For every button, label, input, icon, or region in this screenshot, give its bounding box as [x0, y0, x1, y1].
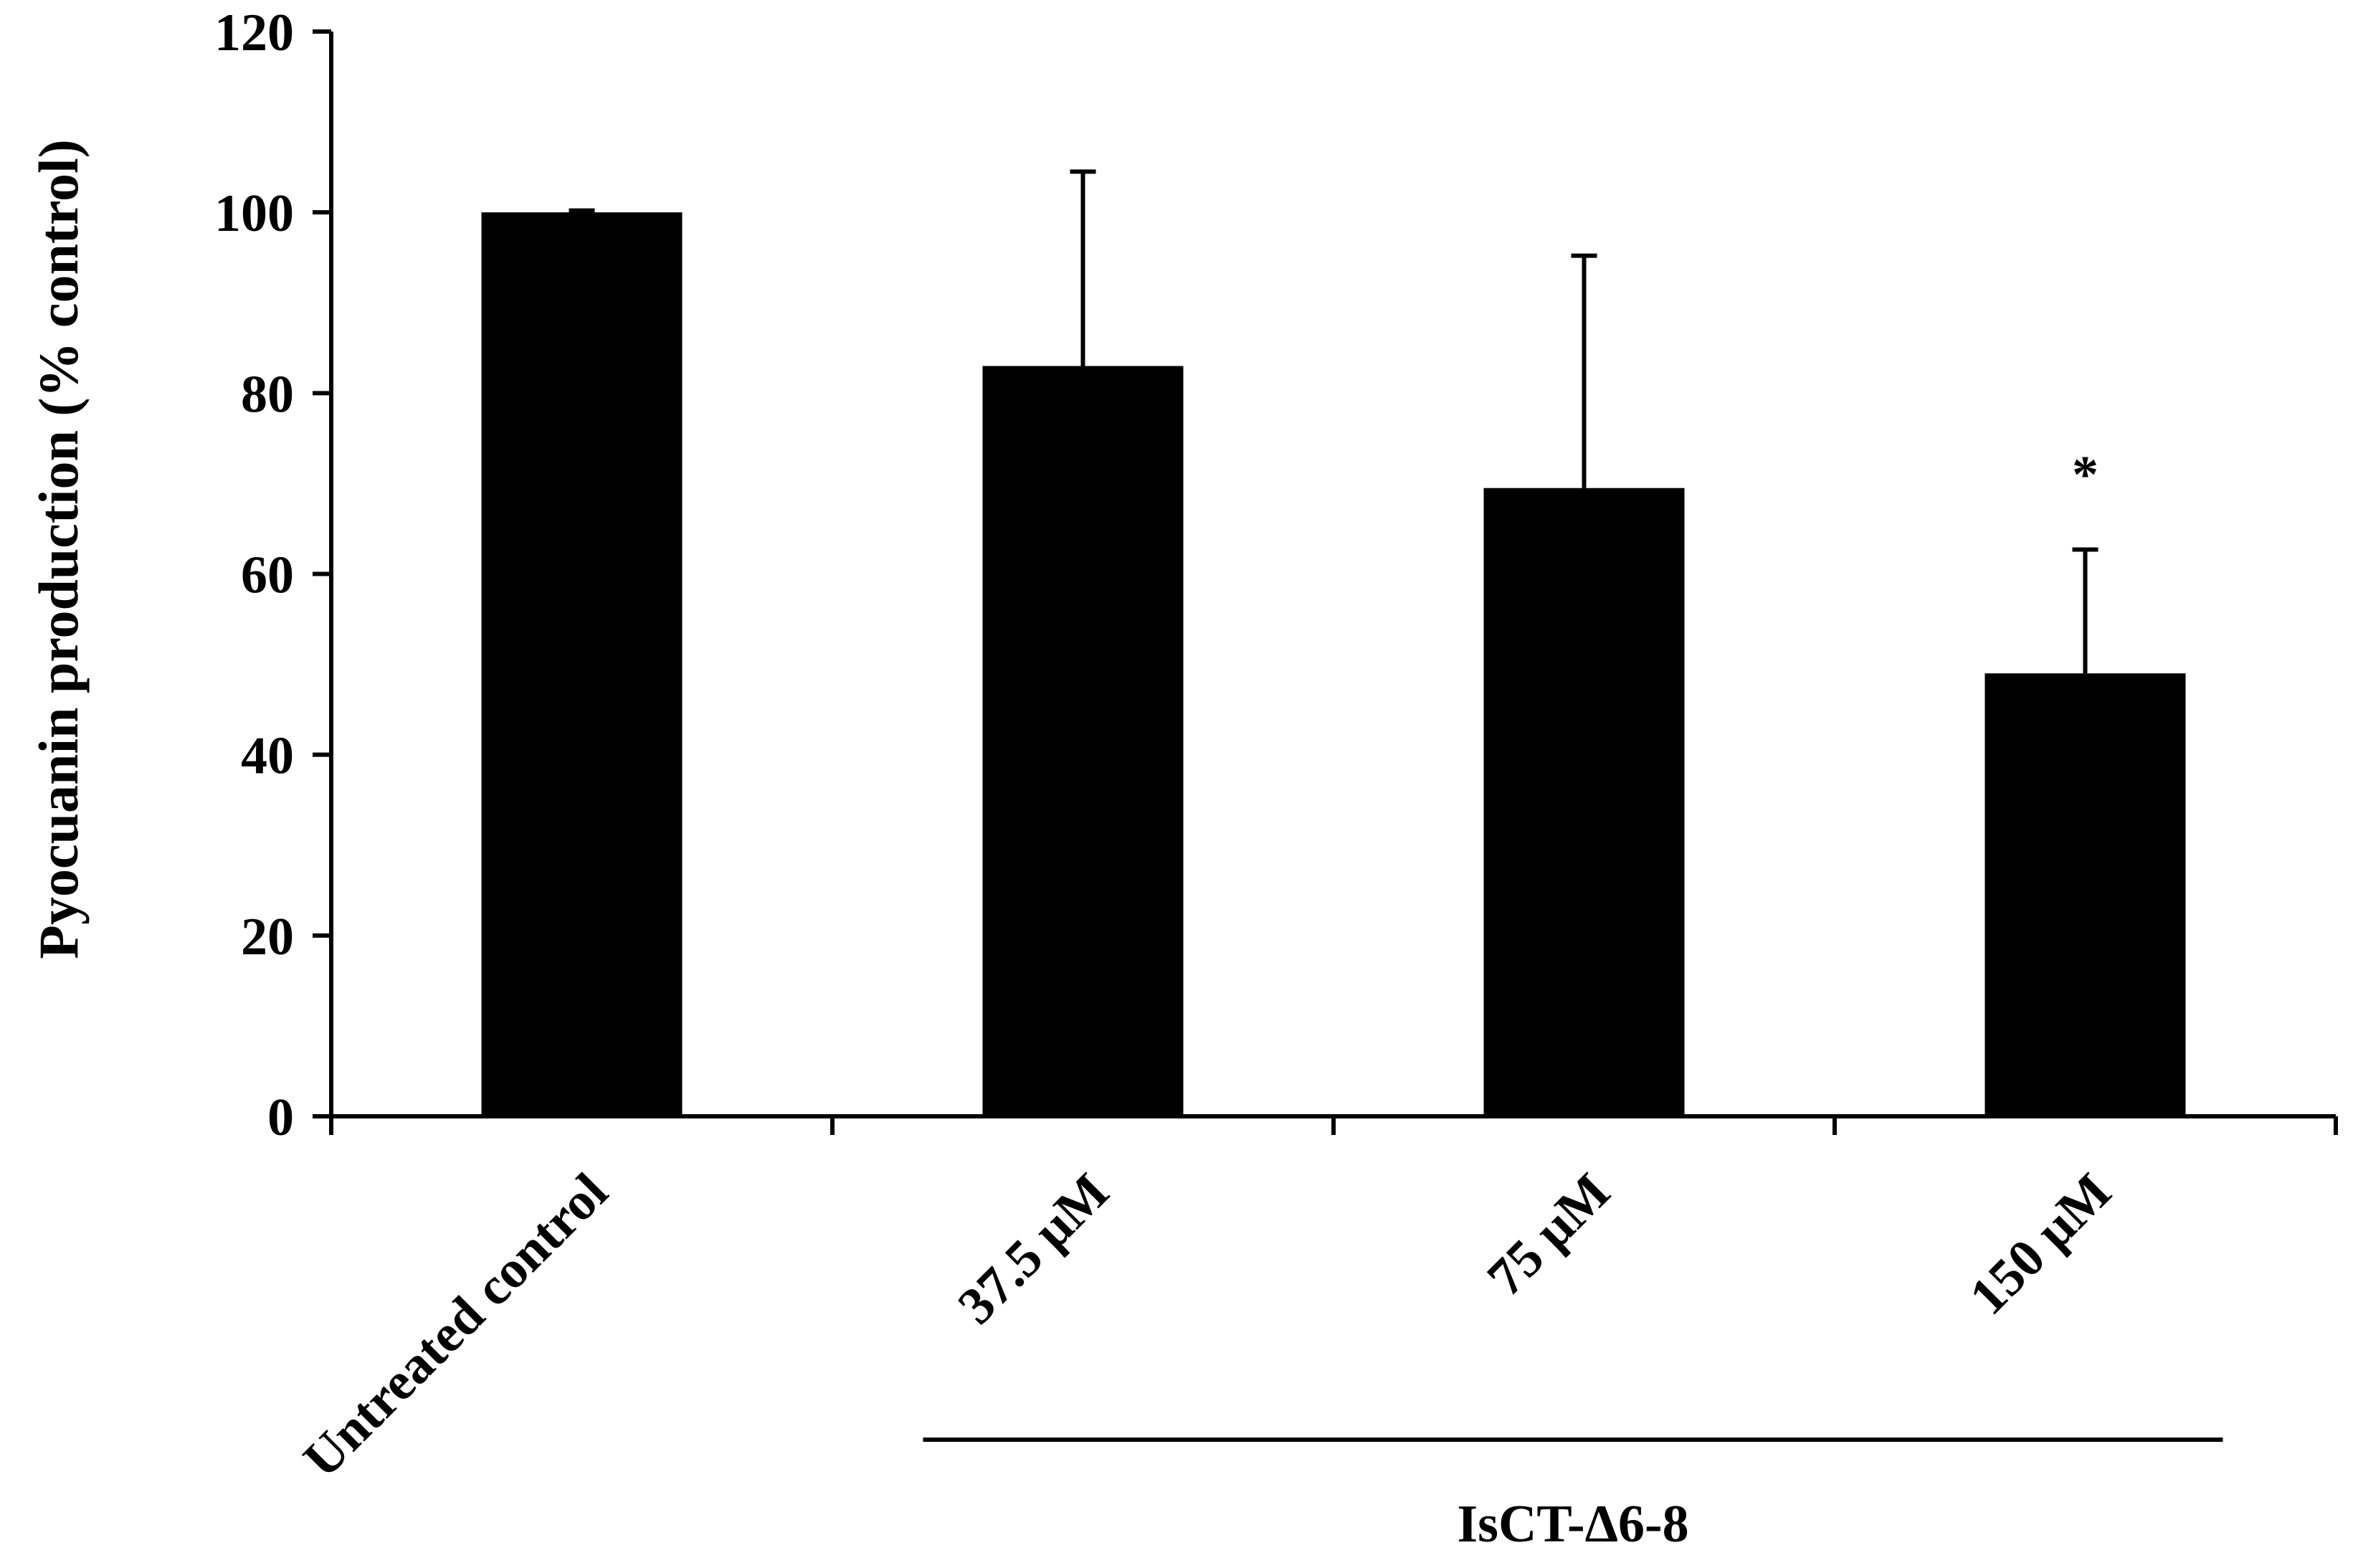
- y-axis-label: Pyocuanin production (% control): [27, 139, 90, 959]
- x-tick-label: 75 μM: [1476, 1162, 1621, 1307]
- y-tick-label: 40: [241, 727, 294, 786]
- y-tick-label: 60: [241, 546, 294, 605]
- x-tick-label: 150 μM: [1959, 1162, 2123, 1326]
- bar: [982, 366, 1184, 1117]
- bar: [1483, 488, 1685, 1116]
- y-tick-label: 120: [214, 4, 294, 62]
- bar: [481, 212, 683, 1117]
- group-label: IsCT-Δ6-8: [1457, 1495, 1688, 1554]
- x-tick-label: 37.5 μM: [947, 1162, 1121, 1336]
- y-tick-label: 0: [267, 1088, 294, 1147]
- bar: [1984, 673, 2186, 1116]
- y-tick-label: 20: [241, 908, 294, 966]
- y-tick-label: 100: [214, 184, 294, 243]
- bars: [481, 212, 2186, 1117]
- error-bars: [569, 169, 2098, 674]
- significance-marker: *: [2072, 445, 2098, 504]
- x-tick-label: Untreated control: [293, 1162, 619, 1489]
- y-tick-label: 80: [241, 365, 294, 424]
